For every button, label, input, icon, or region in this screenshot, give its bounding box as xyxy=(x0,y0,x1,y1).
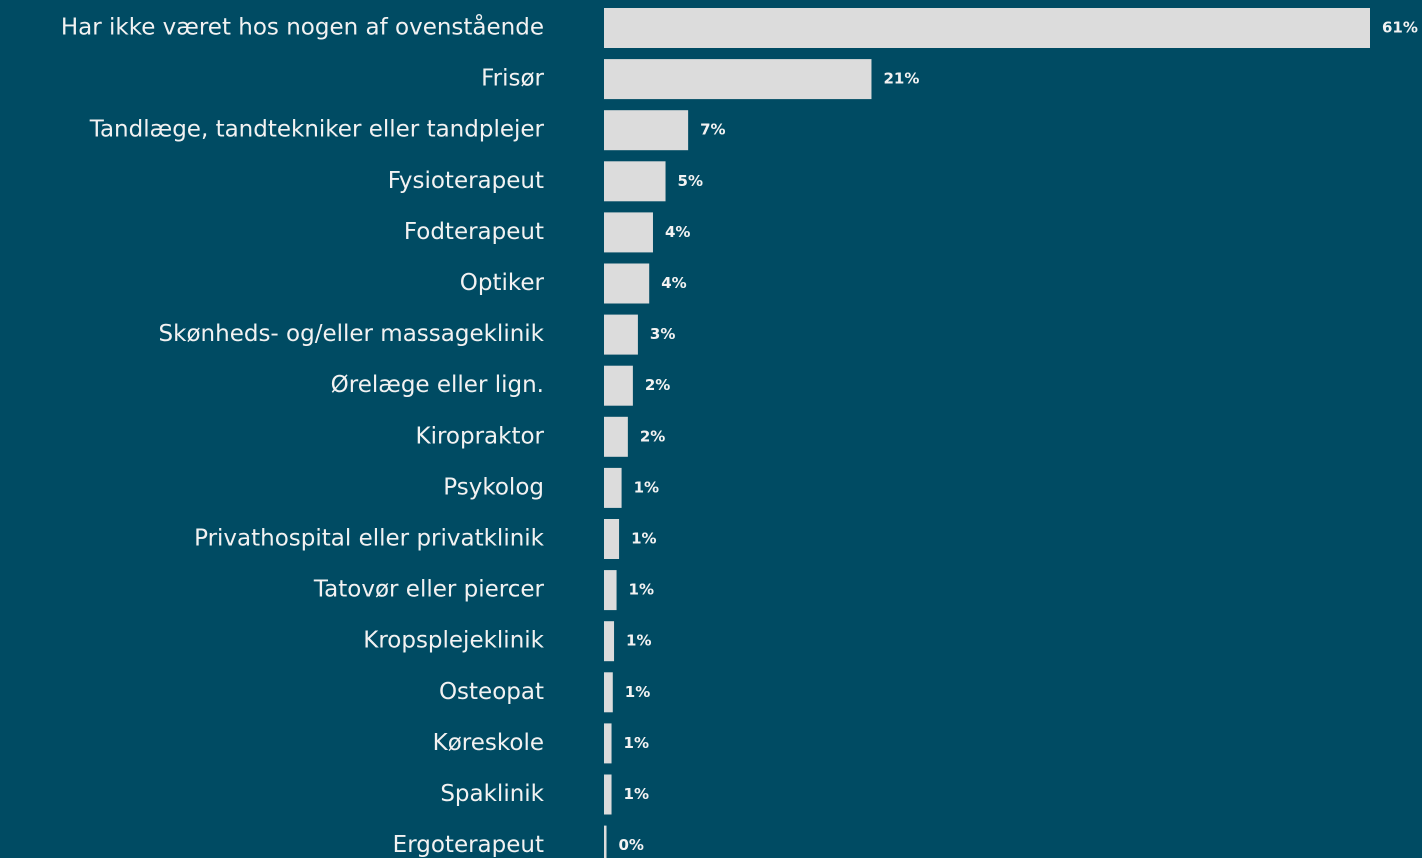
value-label: 7% xyxy=(700,121,725,139)
bar xyxy=(604,161,666,202)
value-label: 61% xyxy=(1382,19,1418,37)
category-label: Tandlæge, tandtekniker eller tandplejer xyxy=(89,117,545,143)
value-label: 1% xyxy=(631,530,656,548)
category-label: Har ikke været hos nogen af ovenstående xyxy=(61,13,544,41)
bar xyxy=(604,212,653,253)
bar xyxy=(604,314,638,355)
value-label: 1% xyxy=(629,581,654,599)
bar xyxy=(604,263,650,304)
value-label: 1% xyxy=(625,683,650,701)
bar xyxy=(604,825,607,858)
bar xyxy=(604,621,615,662)
bar xyxy=(604,570,617,611)
category-label: Skønheds- og/eller massageklinik xyxy=(159,321,545,347)
bar xyxy=(604,416,628,457)
bar xyxy=(604,365,633,406)
value-label: 1% xyxy=(626,632,651,650)
value-label: 21% xyxy=(883,70,919,88)
category-label: Ørelæge eller lign. xyxy=(331,372,544,398)
category-label: Fodterapeut xyxy=(404,219,544,245)
value-label: 0% xyxy=(619,836,644,854)
category-label: Spaklinik xyxy=(440,781,544,807)
category-label: Frisør xyxy=(481,66,544,92)
value-label: 4% xyxy=(665,223,690,241)
value-label: 2% xyxy=(640,427,665,445)
value-label: 5% xyxy=(678,172,703,190)
category-label: Psykolog xyxy=(443,474,544,500)
bar xyxy=(604,723,612,764)
bar xyxy=(604,467,622,508)
category-label: Ergoterapeut xyxy=(393,832,544,858)
value-label: 1% xyxy=(624,734,649,752)
value-label: 1% xyxy=(624,785,649,803)
bar xyxy=(604,519,620,559)
value-label: 2% xyxy=(645,376,670,394)
category-label: Fysioterapeut xyxy=(388,168,544,194)
category-label: Kropsplejeklinik xyxy=(363,628,544,654)
value-label: 4% xyxy=(661,274,686,292)
bar xyxy=(604,672,613,713)
value-label: 3% xyxy=(650,325,675,343)
bar xyxy=(604,59,872,100)
category-label: Køreskole xyxy=(433,730,544,756)
value-label: 1% xyxy=(634,478,659,496)
category-label: Privathospital eller privatklinik xyxy=(194,526,545,552)
bar xyxy=(604,110,689,151)
category-label: Kiropraktor xyxy=(415,423,544,449)
bar xyxy=(604,774,612,815)
category-label: Osteopat xyxy=(439,679,544,705)
category-label: Optiker xyxy=(460,270,545,296)
bar xyxy=(604,8,1370,48)
category-label: Tatovør eller piercer xyxy=(313,577,545,603)
